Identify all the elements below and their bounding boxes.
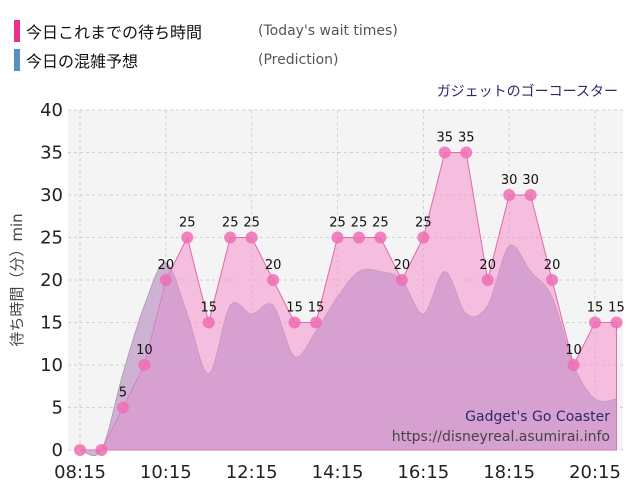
y-tick-label-0: 0 — [52, 440, 63, 461]
data-point-7 — [224, 232, 236, 244]
data-label-5: 25 — [179, 216, 196, 231]
data-point-10 — [289, 317, 301, 329]
x-tick-label-1: 10:15 — [140, 462, 192, 483]
data-label-24: 15 — [587, 301, 604, 316]
data-point-18 — [460, 147, 472, 159]
data-point-1 — [95, 444, 107, 456]
data-point-15 — [396, 274, 408, 286]
chart-title: ガジェットのゴーコースター — [437, 83, 618, 100]
data-label-2: 5 — [119, 386, 127, 401]
data-label-3: 10 — [136, 343, 153, 358]
data-point-6 — [203, 317, 215, 329]
data-point-17 — [439, 147, 451, 159]
data-label-12: 25 — [329, 216, 346, 231]
data-label-14: 25 — [372, 216, 389, 231]
data-point-14 — [374, 232, 386, 244]
data-label-15: 20 — [394, 258, 411, 273]
data-label-21: 30 — [522, 173, 539, 188]
data-point-12 — [332, 232, 344, 244]
y-axis-ticks: 0 5 10 15 20 25 30 35 40 — [40, 100, 63, 461]
x-tick-label-0: 08:15 — [54, 462, 106, 483]
data-label-6: 15 — [200, 301, 217, 316]
data-label-17: 35 — [437, 131, 454, 146]
data-label-13: 25 — [351, 216, 368, 231]
y-tick-label-2: 10 — [40, 355, 63, 376]
data-label-19: 20 — [479, 258, 496, 273]
data-point-23 — [568, 359, 580, 371]
data-label-9: 20 — [265, 258, 282, 273]
data-label-18: 35 — [458, 131, 475, 146]
data-label-7: 25 — [222, 216, 239, 231]
data-point-4 — [160, 274, 172, 286]
data-point-11 — [310, 317, 322, 329]
y-tick-label-4: 20 — [40, 270, 63, 291]
data-label-20: 30 — [501, 173, 518, 188]
data-point-9 — [267, 274, 279, 286]
data-point-8 — [246, 232, 258, 244]
data-point-16 — [417, 232, 429, 244]
x-tick-label-2: 12:15 — [226, 462, 278, 483]
x-tick-label-6: 20:15 — [569, 462, 621, 483]
x-tick-label-4: 16:15 — [397, 462, 449, 483]
data-point-25 — [610, 317, 622, 329]
y-tick-label-7: 35 — [40, 143, 63, 164]
y-tick-label-5: 25 — [40, 228, 63, 249]
data-point-20 — [503, 189, 515, 201]
x-tick-label-5: 18:15 — [483, 462, 535, 483]
data-label-23: 10 — [565, 343, 582, 358]
data-label-8: 25 — [243, 216, 260, 231]
data-point-19 — [482, 274, 494, 286]
data-point-21 — [525, 189, 537, 201]
data-label-22: 20 — [544, 258, 561, 273]
y-tick-label-6: 30 — [40, 185, 63, 206]
data-point-0 — [74, 444, 86, 456]
data-label-10: 15 — [286, 301, 303, 316]
watermark-name: Gadget's Go Coaster — [465, 409, 610, 425]
data-label-16: 25 — [415, 216, 432, 231]
data-point-24 — [589, 317, 601, 329]
x-tick-label-3: 14:15 — [312, 462, 364, 483]
data-point-2 — [117, 402, 129, 414]
data-point-5 — [181, 232, 193, 244]
data-point-13 — [353, 232, 365, 244]
y-tick-label-3: 15 — [40, 313, 63, 334]
y-tick-label-1: 5 — [52, 398, 63, 419]
watermark-url: https://disneyreal.asumirai.info — [392, 429, 610, 445]
data-point-22 — [546, 274, 558, 286]
data-label-25: 15 — [608, 301, 625, 316]
y-axis-label: 待ち時間（分）min — [8, 213, 26, 346]
data-point-3 — [138, 359, 150, 371]
x-axis-ticks: 08:15 10:15 12:15 14:15 16:15 18:15 20:15 — [54, 462, 621, 483]
data-label-4: 20 — [158, 258, 175, 273]
y-tick-label-8: 40 — [40, 100, 63, 121]
data-label-11: 15 — [308, 301, 325, 316]
